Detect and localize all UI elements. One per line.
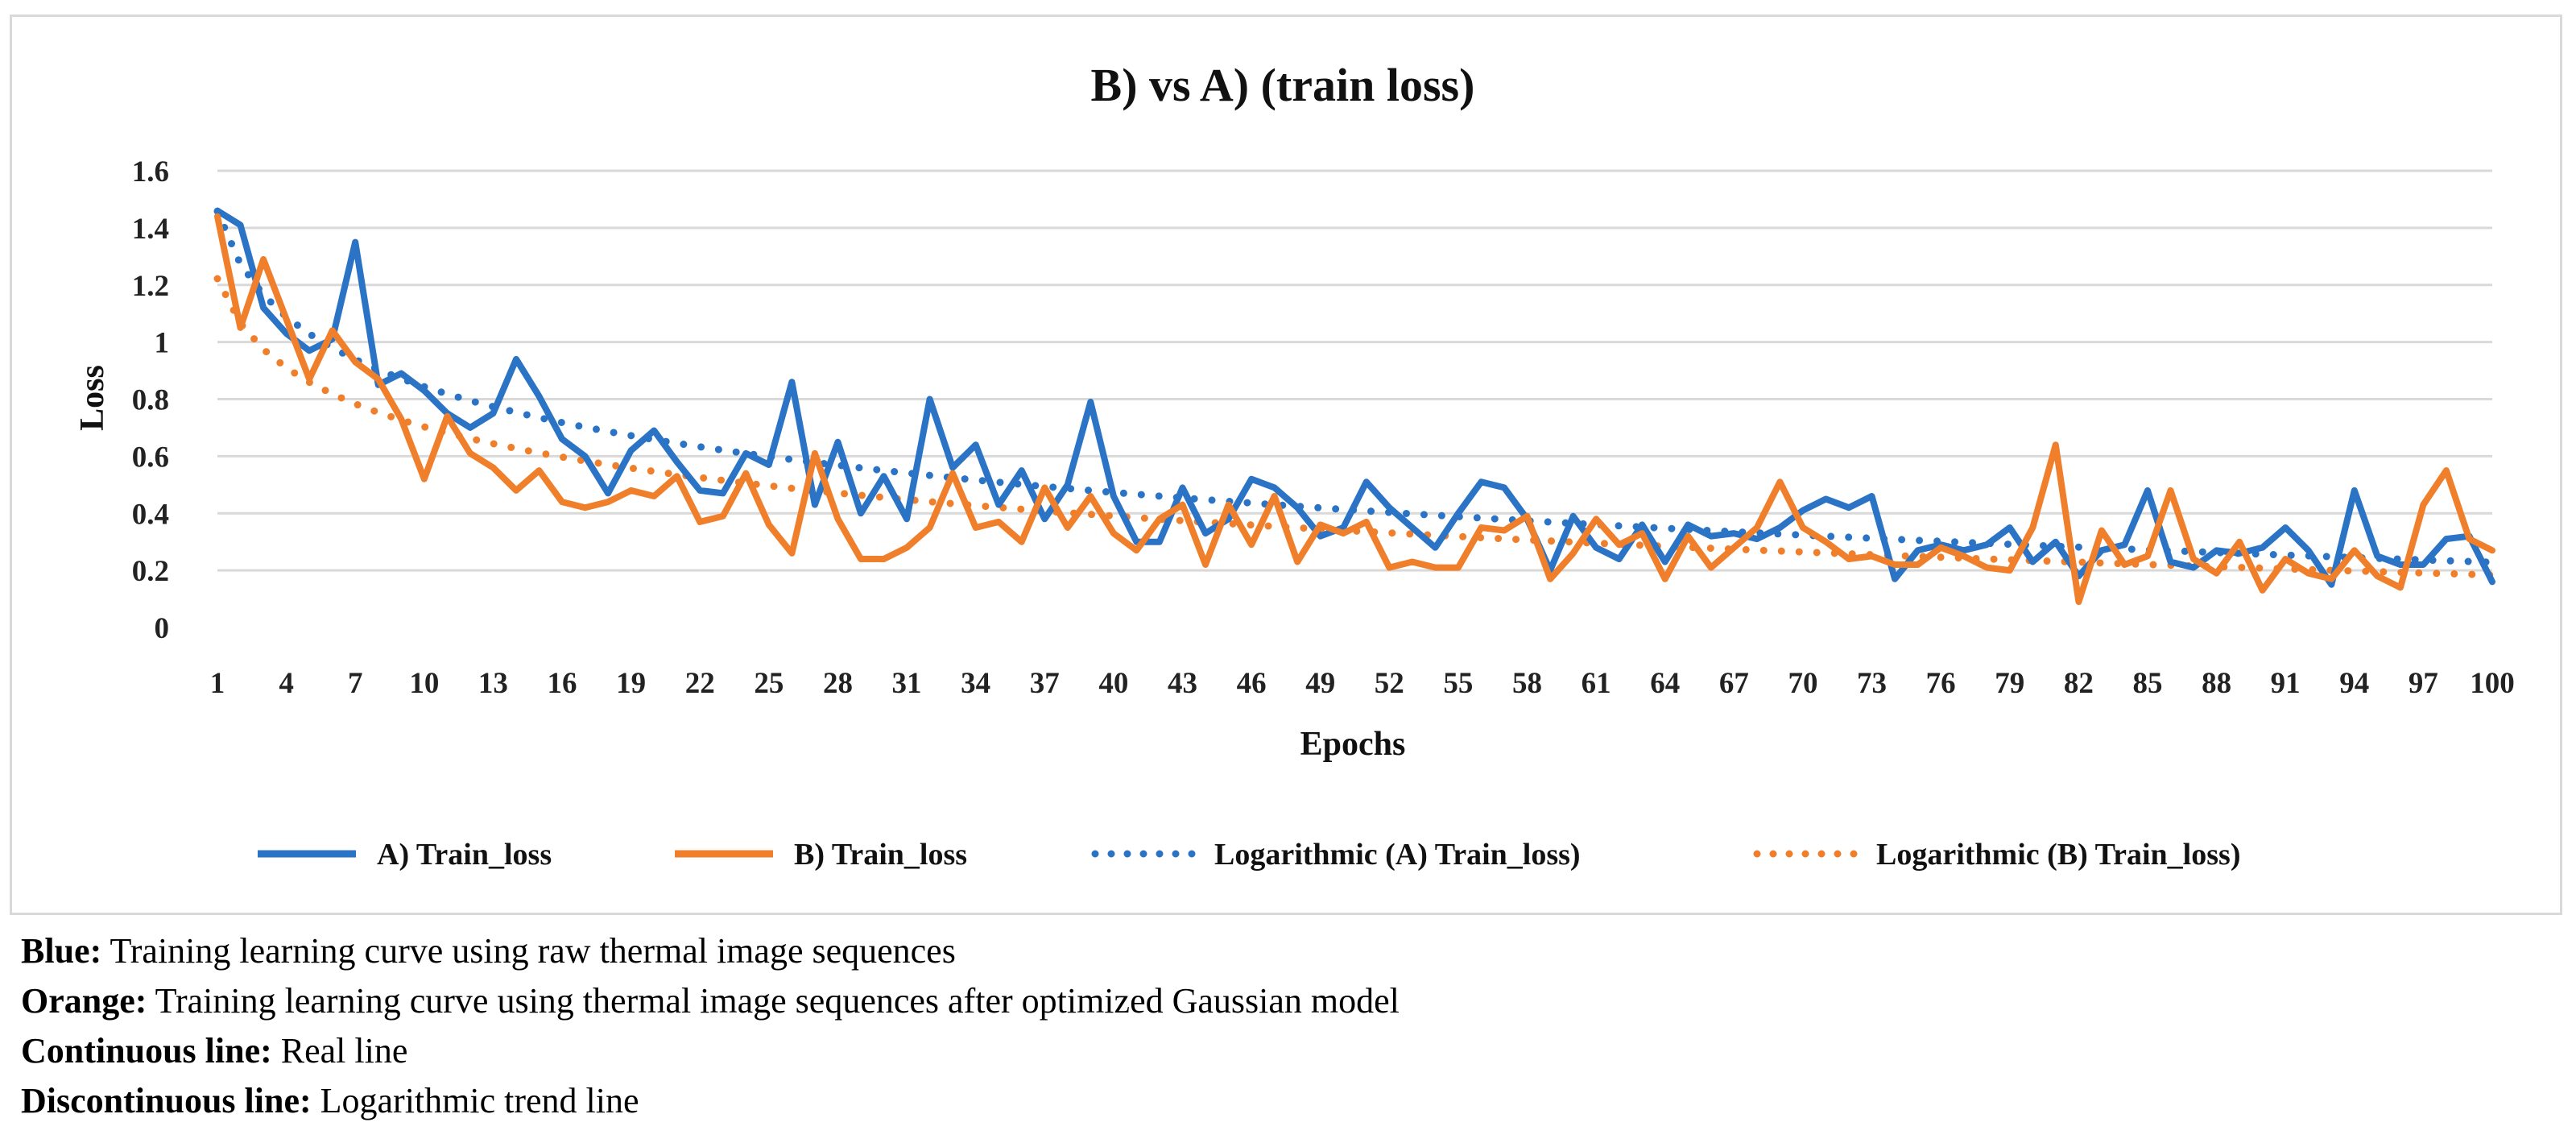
caption-continuous: Continuous line: Real line xyxy=(21,1030,407,1071)
x-tick-label: 52 xyxy=(1375,667,1404,700)
x-tick-label: 79 xyxy=(1995,667,2024,700)
caption-discontinuous-label: Discontinuous line: xyxy=(21,1081,312,1120)
x-tick-label: 73 xyxy=(1857,667,1887,700)
x-tick-label: 19 xyxy=(616,667,646,700)
y-tick-label: 1 xyxy=(155,327,170,360)
x-tick-label: 7 xyxy=(348,667,363,700)
legend-label: Logarithmic (B) Train_loss) xyxy=(1876,838,2240,872)
caption-continuous-text: Real line xyxy=(271,1031,408,1071)
x-tick-label: 100 xyxy=(2470,667,2515,700)
caption-discontinuous-text: Logarithmic trend line xyxy=(311,1081,639,1120)
x-tick-label: 76 xyxy=(1926,667,1956,700)
x-tick-label: 94 xyxy=(2339,667,2369,700)
chart-frame xyxy=(10,14,2562,915)
x-tick-label: 34 xyxy=(961,667,990,700)
caption-blue: Blue: Training learning curve using raw … xyxy=(21,930,956,971)
x-tick-label: 91 xyxy=(2271,667,2301,700)
caption-orange: Orange: Training learning curve using th… xyxy=(21,980,1400,1021)
legend: A) Train_loss B) Train_loss Logarithmic (A… xyxy=(258,838,2240,872)
x-tick-label: 4 xyxy=(279,667,294,700)
caption-discontinuous: Discontinuous line: Logarithmic trend li… xyxy=(21,1080,639,1121)
caption-continuous-label: Continuous line: xyxy=(21,1031,272,1071)
y-tick-label: 0.6 xyxy=(132,441,169,474)
series-line-b-train-loss xyxy=(214,213,2495,606)
x-tick-label: 25 xyxy=(754,667,784,700)
x-tick-label: 61 xyxy=(1582,667,1611,700)
caption-blue-label: Blue: xyxy=(21,931,102,971)
x-tick-label: 70 xyxy=(1788,667,1817,700)
x-tick-label: 22 xyxy=(685,667,715,700)
x-tick-label: 85 xyxy=(2132,667,2162,700)
x-tick-label: 31 xyxy=(892,667,922,700)
x-axis-title: Epochs xyxy=(1300,726,1406,763)
x-tick-label: 49 xyxy=(1305,667,1335,700)
legend-label: Logarithmic (A) Train_loss) xyxy=(1214,838,1581,872)
series-group xyxy=(213,207,2496,606)
x-tick-label: 28 xyxy=(823,667,853,700)
x-tick-label: 37 xyxy=(1030,667,1060,700)
x-axis-ticks: 1 4 7 10 13 16 19 22 25 28 31 34 37 40 43 46 49 52 55 58 61 6… xyxy=(210,667,2515,700)
legend-label: B) Train_loss xyxy=(794,838,967,872)
x-tick-label: 16 xyxy=(548,667,577,700)
gridlines xyxy=(217,169,2492,572)
x-tick-label: 43 xyxy=(1168,667,1197,700)
x-tick-label: 40 xyxy=(1098,667,1128,700)
x-tick-label: 10 xyxy=(409,667,439,700)
y-tick-label: 0.4 xyxy=(132,498,169,531)
y-tick-label: 0.2 xyxy=(132,555,169,588)
caption-orange-text: Training learning curve using thermal im… xyxy=(147,981,1400,1021)
y-axis-ticks: 0 0.2 0.4 0.6 0.8 1 1.2 1.4 1.6 xyxy=(132,155,169,645)
caption-blue-text: Training learning curve using raw therma… xyxy=(101,931,956,971)
x-tick-label: 13 xyxy=(478,667,508,700)
x-tick-label: 67 xyxy=(1719,667,1749,700)
line-chart: B) vs A) (train loss) 0 0.2 0.4 0.6 0.8 1 1.2 1… xyxy=(74,59,2515,872)
x-tick-label: 88 xyxy=(2202,667,2231,700)
x-tick-label: 58 xyxy=(1512,667,1542,700)
x-tick-label: 46 xyxy=(1237,667,1267,700)
y-tick-label: 1.2 xyxy=(132,270,169,303)
y-axis-title: Loss xyxy=(74,365,111,431)
y-tick-label: 1.6 xyxy=(132,155,169,188)
y-tick-label: 1.4 xyxy=(132,213,169,246)
x-tick-label: 82 xyxy=(2064,667,2094,700)
x-tick-label: 1 xyxy=(210,667,225,700)
x-tick-label: 55 xyxy=(1443,667,1473,700)
y-tick-label: 0.8 xyxy=(132,384,169,417)
caption-orange-label: Orange: xyxy=(21,981,147,1021)
x-tick-label: 97 xyxy=(2409,667,2438,700)
legend-label: A) Train_loss xyxy=(377,838,552,872)
y-tick-label: 0 xyxy=(155,612,170,645)
x-tick-label: 64 xyxy=(1650,667,1680,700)
chart-title: B) vs A) (train loss) xyxy=(1091,59,1475,111)
